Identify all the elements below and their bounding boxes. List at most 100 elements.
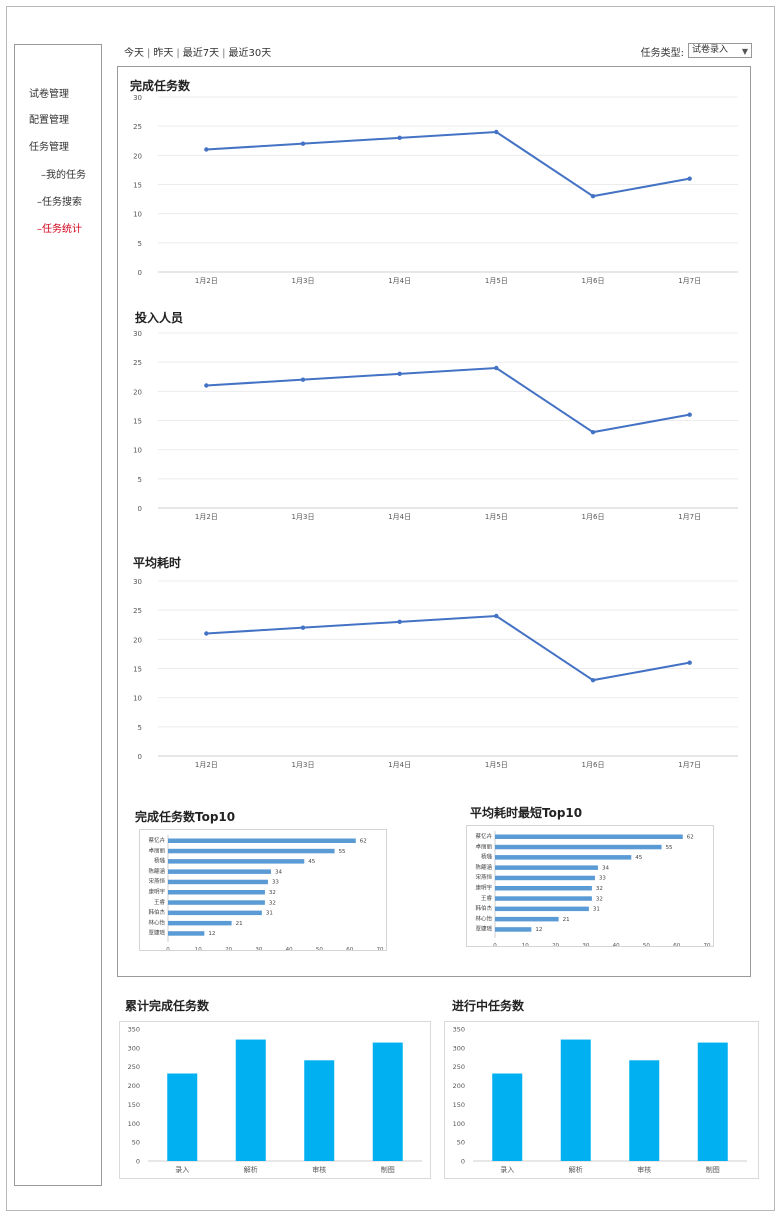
sidebar-item-paper-management[interactable]: 试卷管理 <box>29 89 69 100</box>
bar <box>495 886 592 891</box>
bar <box>168 900 265 905</box>
x-tick-label: 录入 <box>175 1166 189 1174</box>
x-tick-label: 50 <box>643 943 650 946</box>
y-tick-label: 350 <box>128 1026 140 1034</box>
bar-category-label: 陈翩涵 <box>148 867 165 875</box>
col-chart-title-total: 累计完成任务数 <box>125 999 210 1013</box>
y-tick-label: 50 <box>132 1139 140 1147</box>
top10-fastest-title: 平均耗时最短Top10 <box>470 806 583 820</box>
sidebar-item-task-stats[interactable]: –任务统计 <box>37 224 82 235</box>
x-tick-label: 1月7日 <box>678 513 701 521</box>
y-tick-label: 30 <box>133 578 142 586</box>
x-tick-label: 1月7日 <box>678 277 701 285</box>
x-tick-label: 70 <box>704 943 711 946</box>
bar-category-label: 覃婕瑶 <box>475 925 492 933</box>
bar-value-label: 62 <box>360 839 367 845</box>
bar-value-label: 62 <box>687 835 694 841</box>
bar-category-label: 林心怡 <box>475 914 492 922</box>
data-point <box>300 141 306 146</box>
bar-category-label: 杨璐 <box>481 853 493 861</box>
range-separator: | <box>176 48 180 59</box>
task-type-select[interactable]: 试卷录入 ▼ <box>688 43 752 58</box>
bar <box>495 834 683 839</box>
range-separator: | <box>222 48 226 59</box>
x-tick-label: 1月6日 <box>582 277 605 285</box>
col-chart-box-total: 0 50 100 150 200 250 300 350 录入 解析 审核 制图 <box>119 1021 431 1179</box>
data-point <box>590 193 596 199</box>
data-point <box>494 129 499 135</box>
bar-category-label: 卓丽丽 <box>148 846 165 854</box>
date-range-tabs: 今天 | 昨天 | 最近7天 | 最近30天 <box>124 44 271 59</box>
column-bar <box>372 1042 403 1161</box>
x-tick-label: 解析 <box>569 1165 583 1174</box>
bar-category-label: 杨璐 <box>154 857 166 865</box>
y-tick-label: 0 <box>138 269 142 277</box>
bar <box>168 859 305 864</box>
sidebar-item-my-tasks[interactable]: –我的任务 <box>41 170 86 181</box>
stats-panel: 完成任务数 0 5 10 15 20 25 30 1月2日 1月3日 1月4日 1月5日 1月6日 1月… <box>117 66 751 977</box>
bar-value-label: 34 <box>275 869 282 875</box>
y-tick-label: 250 <box>453 1063 465 1071</box>
y-tick-label: 25 <box>133 359 142 367</box>
x-tick-label: 40 <box>613 943 620 946</box>
column-bar <box>629 1060 660 1161</box>
range-last-30-days[interactable]: 最近30天 <box>228 48 272 59</box>
x-tick-label: 70 <box>377 947 384 950</box>
top10-completed-title: 完成任务数Top10 <box>135 810 236 824</box>
series-line <box>206 130 690 198</box>
y-tick-label: 25 <box>133 607 142 615</box>
top10-completed-box: 蔡忆卉 62 卓丽丽 55 杨璐 45 陈翩涵 34 宋燕恒 33 康明宇 32 王睿 32 韩伯杰 31 林心… <box>139 829 387 953</box>
sidebar: 试卷管理 配置管理 任务管理 –我的任务 –任务搜索 –任务统计 <box>14 44 102 1186</box>
x-tick-label: 1月2日 <box>195 761 218 769</box>
y-tick-label: 100 <box>128 1120 140 1128</box>
bar <box>495 906 589 912</box>
sidebar-item-config-management[interactable]: 配置管理 <box>29 115 69 126</box>
bar-value-label: 34 <box>602 865 609 871</box>
bar-value-label: 33 <box>599 876 606 882</box>
bar-category-label: 王睿 <box>481 894 493 902</box>
y-tick-label: 50 <box>457 1139 465 1147</box>
y-tick-label: 15 <box>133 418 142 426</box>
top10-completed-chart: 蔡忆卉 62 卓丽丽 55 杨璐 45 陈翩涵 34 宋燕恒 33 康明宇 32 王睿 32 韩伯杰 31 林心… <box>148 835 384 953</box>
data-point <box>687 412 692 417</box>
bar-value-label: 21 <box>563 917 570 923</box>
data-point <box>397 371 402 377</box>
bar-category-label: 覃婕瑶 <box>148 929 165 937</box>
x-tick-label: 解析 <box>244 1165 258 1174</box>
bar-value-label: 45 <box>308 859 315 865</box>
bar-value-label: 21 <box>236 921 243 927</box>
bar-category-label: 蔡忆卉 <box>148 836 165 844</box>
bar-category-label: 王睿 <box>154 898 166 906</box>
data-point <box>204 631 209 636</box>
bar <box>168 890 265 895</box>
y-tick-label: 10 <box>133 447 142 455</box>
bar-value-label: 55 <box>339 849 346 855</box>
bar <box>168 869 271 874</box>
x-tick-label: 1月6日 <box>582 513 605 521</box>
bar <box>168 879 268 885</box>
bar-category-label: 林心怡 <box>148 918 165 926</box>
data-point <box>687 176 692 181</box>
y-tick-label: 10 <box>133 695 142 703</box>
bar-category-label: 宋燕恒 <box>148 877 165 885</box>
range-last-7-days[interactable]: 最近7天 <box>182 48 220 59</box>
bar-value-label: 12 <box>208 931 215 937</box>
range-yesterday[interactable]: 昨天 <box>153 48 174 59</box>
y-tick-label: 5 <box>138 724 142 732</box>
x-tick-label: 1月2日 <box>195 513 218 521</box>
x-tick-label: 20 <box>225 947 232 950</box>
y-tick-label: 350 <box>453 1026 465 1034</box>
data-point <box>397 619 402 625</box>
range-today[interactable]: 今天 <box>124 48 144 59</box>
y-tick-label: 5 <box>138 240 142 248</box>
data-point <box>687 660 692 665</box>
sidebar-item-task-management[interactable]: 任务管理 <box>29 142 69 153</box>
bar-value-label: 32 <box>269 890 276 896</box>
bar-category-label: 卓丽丽 <box>475 842 492 850</box>
sidebar-item-task-search[interactable]: –任务搜索 <box>37 197 82 208</box>
data-point <box>494 365 499 371</box>
y-tick-label: 10 <box>133 211 142 219</box>
bar-value-label: 32 <box>596 896 603 902</box>
y-tick-label: 300 <box>453 1044 465 1052</box>
x-tick-label: 20 <box>552 943 559 946</box>
